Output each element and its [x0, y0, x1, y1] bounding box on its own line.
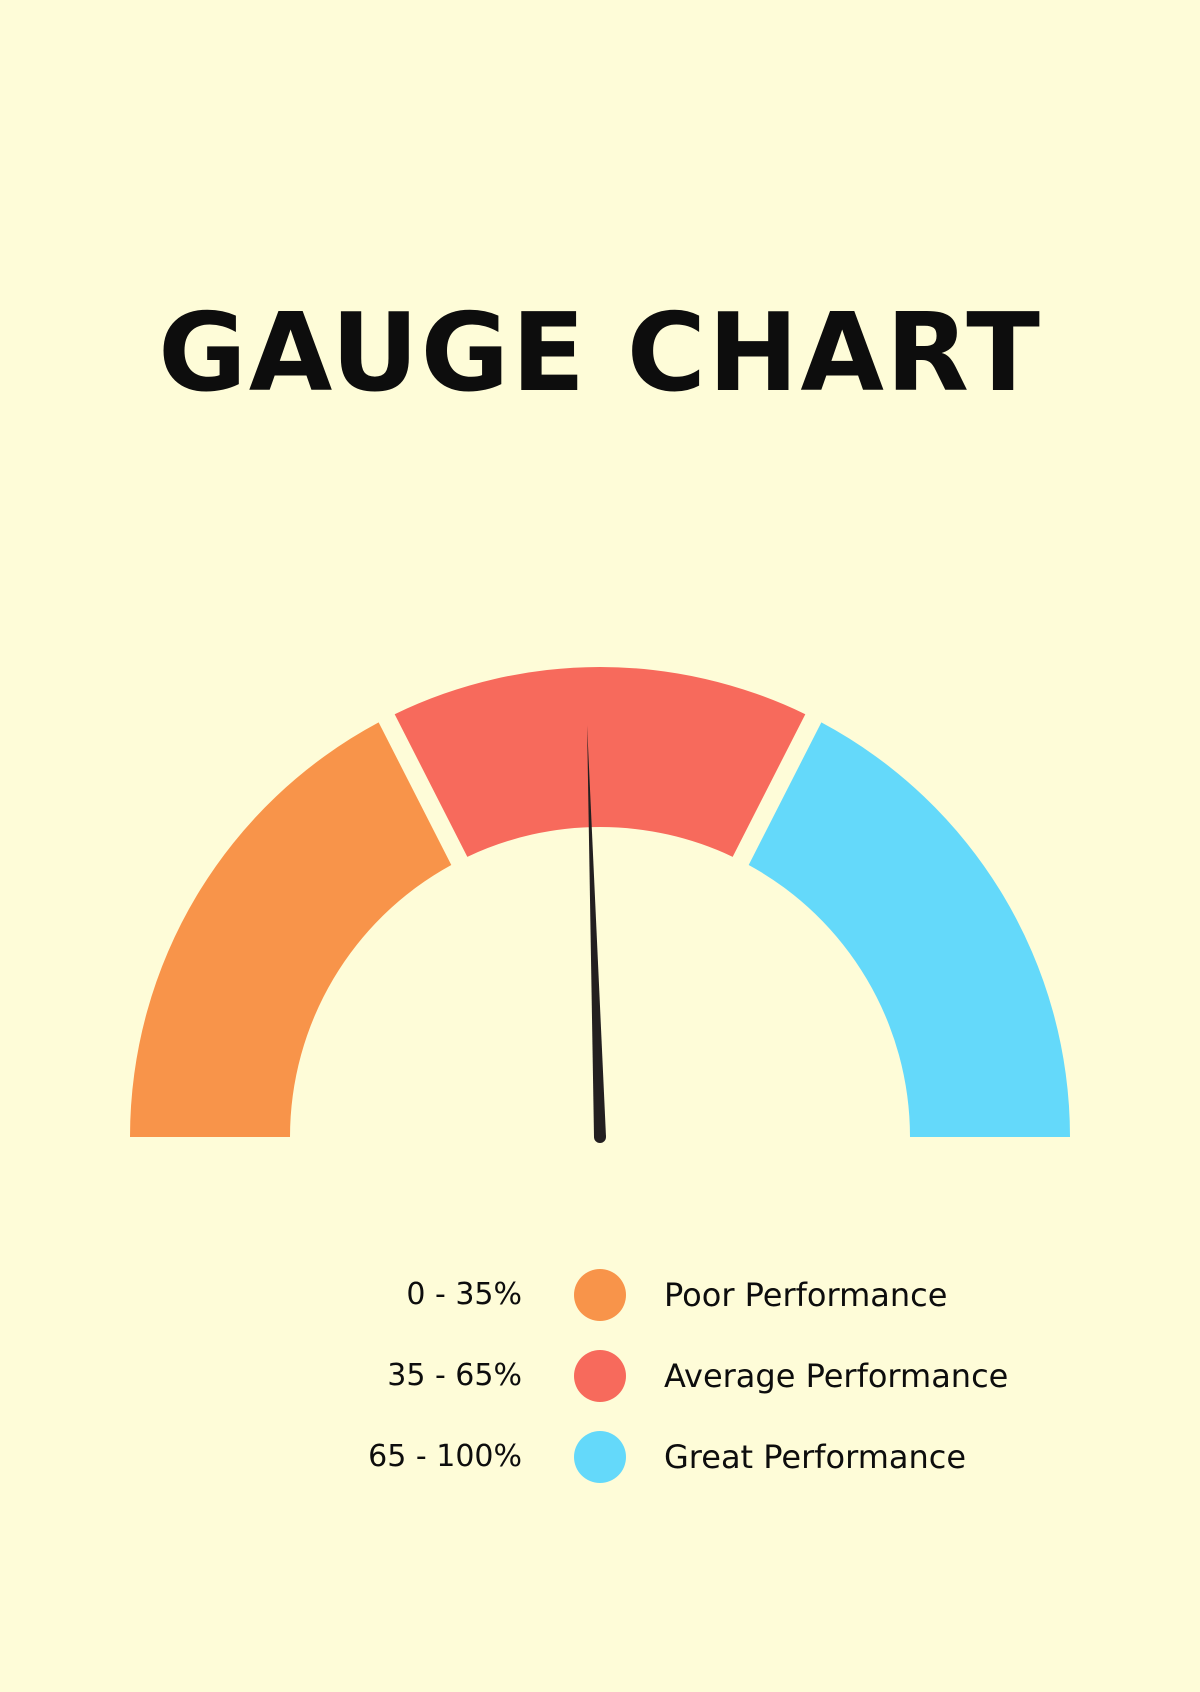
gauge-needle [587, 725, 606, 1138]
gauge-band-poor [130, 722, 452, 1137]
legend-item-great: 65 - 100% Great Performance [0, 1427, 1200, 1487]
gauge-band-great [748, 722, 1070, 1137]
chart-title: GAUGE CHART [158, 291, 1042, 416]
legend-item-poor: 0 - 35% Poor Performance [0, 1265, 1200, 1325]
legend-dot-great [574, 1431, 626, 1483]
gauge-needle-group [587, 725, 606, 1143]
legend-dot-poor [574, 1269, 626, 1321]
legend-range-average: 35 - 65% [387, 1358, 522, 1393]
legend-label-poor: Poor Performance [664, 1276, 948, 1314]
legend-dot-average [574, 1350, 626, 1402]
legend-item-average: 35 - 65% Average Performance [0, 1346, 1200, 1406]
legend-label-average: Average Performance [664, 1357, 1009, 1395]
legend-range-poor: 0 - 35% [406, 1277, 522, 1312]
gauge-needle-hub [594, 1131, 606, 1143]
gauge-band-average [394, 666, 806, 857]
gauge-bands [130, 666, 1070, 1137]
legend-label-great: Great Performance [664, 1438, 967, 1476]
legend-range-great: 65 - 100% [368, 1439, 522, 1474]
legend: 0 - 35% Poor Performance 35 - 65% Averag… [0, 1265, 1200, 1505]
